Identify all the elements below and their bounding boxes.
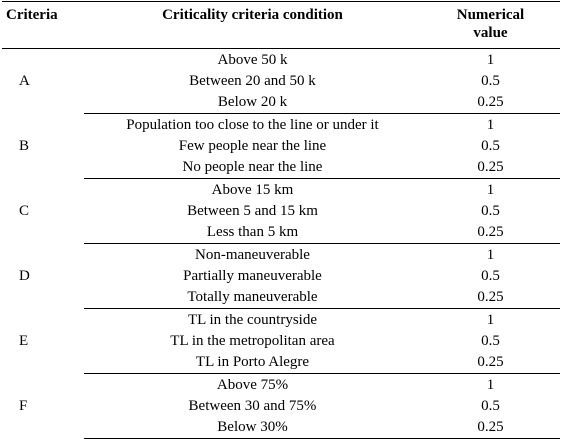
table-row: Between 20 and 50 k 0.5 <box>2 71 560 92</box>
header-value-line2: value <box>473 25 508 41</box>
value-cell: 0.5 <box>481 333 500 349</box>
value-cell: 1 <box>486 117 495 133</box>
criteria-label-c: C <box>19 203 30 219</box>
table-row: TL in the metropolitan area 0.5 <box>2 331 560 352</box>
value-cell: 0.25 <box>421 92 560 114</box>
table-top-rule <box>2 1 560 2</box>
value-cell: 1 <box>486 182 495 198</box>
header-condition: Criticality criteria condition <box>84 2 421 49</box>
header-value-line1: Numerical <box>456 7 525 23</box>
value-cell: 0.25 <box>421 222 560 244</box>
condition-cell: Partially maneuverable <box>183 268 322 284</box>
table-row: Few people near the line 0.5 <box>2 136 560 157</box>
table-row: No people near the line 0.25 <box>2 157 560 179</box>
condition-cell: Less than 5 km <box>84 222 421 244</box>
value-cell: 0.5 <box>481 268 500 284</box>
table-row: Between 30 and 75% 0.5 <box>2 396 560 417</box>
table-row: C Above 15 km 1 <box>2 179 560 219</box>
value-cell: 0.5 <box>481 73 500 89</box>
criteria-label-b: B <box>19 138 30 154</box>
criteria-label-f: F <box>19 398 28 414</box>
table-row: Below 30% 0.25 <box>2 417 560 439</box>
condition-cell: Between 30 and 75% <box>188 398 317 414</box>
value-cell: 0.5 <box>481 138 500 154</box>
value-cell: 0.5 <box>481 203 500 219</box>
condition-cell: Above 50 k <box>217 52 288 68</box>
condition-cell: Totally maneuverable <box>84 287 421 309</box>
value-cell: 0.25 <box>421 157 560 179</box>
value-cell: 1 <box>486 312 495 328</box>
condition-cell: Non-maneuverable <box>195 247 310 263</box>
table-row: E TL in the countryside 1 <box>2 309 560 349</box>
condition-cell: TL in the metropolitan area <box>170 333 335 349</box>
condition-cell: TL in the countryside <box>188 312 317 328</box>
table-row: Below 20 k 0.25 <box>2 92 560 114</box>
table-row: Less than 5 km 0.25 <box>2 222 560 244</box>
header-criteria: Criteria <box>2 2 84 49</box>
condition-cell: Between 5 and 15 km <box>187 203 318 219</box>
value-cell: 0.5 <box>481 398 500 414</box>
criteria-label-d: D <box>19 268 30 284</box>
value-cell: 1 <box>486 247 495 263</box>
value-cell: 1 <box>486 52 495 68</box>
table-row: A Above 50 k 1 <box>2 49 560 89</box>
value-cell: 0.25 <box>421 352 560 374</box>
condition-cell: Above 15 km <box>211 182 294 198</box>
table-row: Partially maneuverable 0.5 <box>2 266 560 287</box>
condition-cell: TL in Porto Alegre <box>84 352 421 374</box>
condition-cell: Between 20 and 50 k <box>189 73 316 89</box>
value-cell: 0.25 <box>421 287 560 309</box>
table-row: Between 5 and 15 km 0.5 <box>2 201 560 222</box>
header-numerical-value: Numerical value <box>421 2 560 49</box>
condition-cell: Below 30% <box>84 417 421 439</box>
table-header-row: Criteria Criticality criteria condition … <box>2 2 560 49</box>
condition-cell: Few people near the line <box>178 138 327 154</box>
condition-cell: Population too close to the line or unde… <box>126 117 379 133</box>
table-row: Totally maneuverable 0.25 <box>2 287 560 309</box>
table-row: TL in Porto Alegre 0.25 <box>2 352 560 374</box>
value-cell: 0.25 <box>421 417 560 439</box>
table-row: D Non-maneuverable 1 <box>2 244 560 284</box>
table-row: B Population too close to the line or un… <box>2 114 560 154</box>
condition-cell: No people near the line <box>84 157 421 179</box>
value-cell: 1 <box>486 377 495 393</box>
condition-cell: Below 20 k <box>84 92 421 114</box>
criteria-label-e: E <box>19 333 29 349</box>
table-row: F Above 75% 1 <box>2 374 560 414</box>
condition-cell: Above 75% <box>216 377 289 393</box>
criteria-label-a: A <box>19 73 30 90</box>
